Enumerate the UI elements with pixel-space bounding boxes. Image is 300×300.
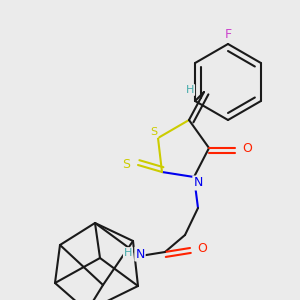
- Text: H: H: [124, 248, 132, 258]
- Text: S: S: [122, 158, 130, 172]
- Text: H: H: [186, 85, 194, 95]
- Text: S: S: [150, 127, 158, 137]
- Text: N: N: [135, 248, 145, 260]
- Text: F: F: [224, 28, 232, 41]
- Text: N: N: [193, 176, 203, 190]
- Text: O: O: [242, 142, 252, 154]
- Text: O: O: [197, 242, 207, 254]
